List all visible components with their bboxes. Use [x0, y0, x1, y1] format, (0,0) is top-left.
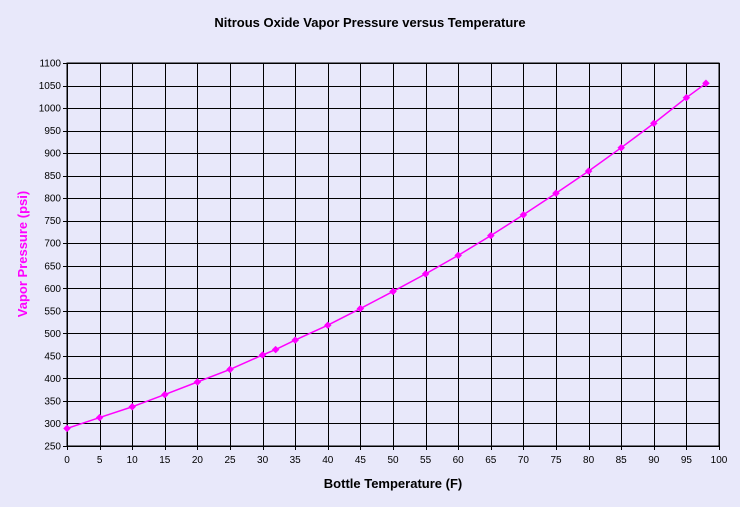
data-point-marker: [356, 304, 365, 313]
series-line: [66, 82, 707, 430]
data-point-marker: [552, 189, 560, 198]
data-point-marker: [95, 413, 104, 422]
x-axis-label: Bottle Temperature (F): [324, 476, 462, 491]
x-tick-label: 50: [387, 455, 399, 466]
data-point-marker: [160, 390, 169, 399]
data-point-marker: [258, 351, 267, 359]
x-tick-label: 45: [355, 455, 367, 466]
data-point-marker: [323, 321, 332, 330]
data-point-marker: [649, 119, 658, 128]
y-tick-label: 550: [44, 306, 61, 317]
x-tick-label: 100: [711, 455, 728, 466]
data-point-marker: [271, 345, 280, 354]
data-point-marker: [486, 231, 495, 240]
series-group: [63, 79, 710, 433]
x-tick-label: 20: [192, 455, 204, 466]
y-tick-label: 450: [44, 351, 61, 362]
x-tick-label: 40: [322, 455, 334, 466]
chart-title: Nitrous Oxide Vapor Pressure versus Temp…: [214, 15, 525, 30]
y-tick-label: 250: [44, 442, 61, 453]
x-axis-ticks: 0 5 10 15 20 25 30 35 40 45 50 55 60 65 70 75 80 85 90 95 10…: [64, 446, 728, 466]
y-tick-label: 750: [44, 216, 61, 227]
data-point-marker: [702, 79, 710, 88]
y-tick-label: 800: [44, 194, 61, 205]
data-point-marker: [226, 365, 234, 374]
data-point-marker: [193, 378, 202, 386]
y-tick-label: 1050: [39, 81, 62, 92]
y-tick-label: 400: [44, 374, 61, 385]
y-tick-label: 500: [44, 329, 61, 340]
x-tick-label: 30: [257, 455, 269, 466]
x-tick-label: 80: [583, 455, 595, 466]
x-tick-label: 75: [550, 455, 562, 466]
y-axis-ticks: 250 300 350 400 450 500 550 600 650 700 750 800 850 9…: [39, 59, 67, 453]
y-tick-label: 650: [44, 261, 61, 272]
data-point-marker: [128, 402, 137, 411]
y-tick-label: 1100: [39, 59, 61, 70]
x-tick-label: 65: [485, 455, 497, 466]
data-point-marker: [389, 287, 397, 296]
x-tick-label: 10: [127, 455, 139, 466]
x-tick-label: 60: [453, 455, 465, 466]
y-tick-label: 600: [44, 284, 61, 295]
data-point-marker: [454, 251, 463, 260]
data-point-marker: [617, 143, 626, 152]
x-tick-label: 95: [681, 455, 693, 466]
data-point-marker: [682, 93, 691, 102]
y-axis-label: Vapor Pressure (psi): [15, 191, 30, 317]
y-tick-label: 350: [44, 396, 61, 407]
y-tick-label: 700: [44, 239, 61, 250]
data-point-marker: [63, 424, 71, 433]
data-point-marker: [291, 336, 300, 344]
x-tick-label: 70: [518, 455, 530, 466]
data-point-marker: [584, 167, 593, 175]
x-tick-label: 25: [224, 455, 236, 466]
plot-grid: [66, 62, 720, 447]
data-point-marker: [421, 270, 430, 278]
x-tick-label: 15: [159, 455, 171, 466]
x-tick-label: 35: [290, 455, 302, 466]
x-tick-label: 5: [97, 455, 103, 466]
x-tick-label: 85: [616, 455, 628, 466]
data-point-marker: [519, 210, 528, 219]
x-tick-label: 55: [420, 455, 432, 466]
y-tick-label: 300: [44, 419, 61, 430]
y-tick-label: 900: [44, 149, 61, 160]
x-tick-label: 90: [648, 455, 660, 466]
y-tick-label: 850: [44, 171, 61, 182]
y-tick-label: 950: [44, 126, 61, 137]
x-tick-label: 0: [64, 455, 70, 466]
y-tick-label: 1000: [39, 104, 62, 115]
